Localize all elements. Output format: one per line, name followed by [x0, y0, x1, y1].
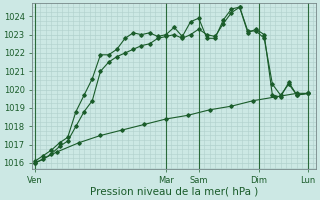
X-axis label: Pression niveau de la mer( hPa ): Pression niveau de la mer( hPa ) — [90, 187, 258, 197]
